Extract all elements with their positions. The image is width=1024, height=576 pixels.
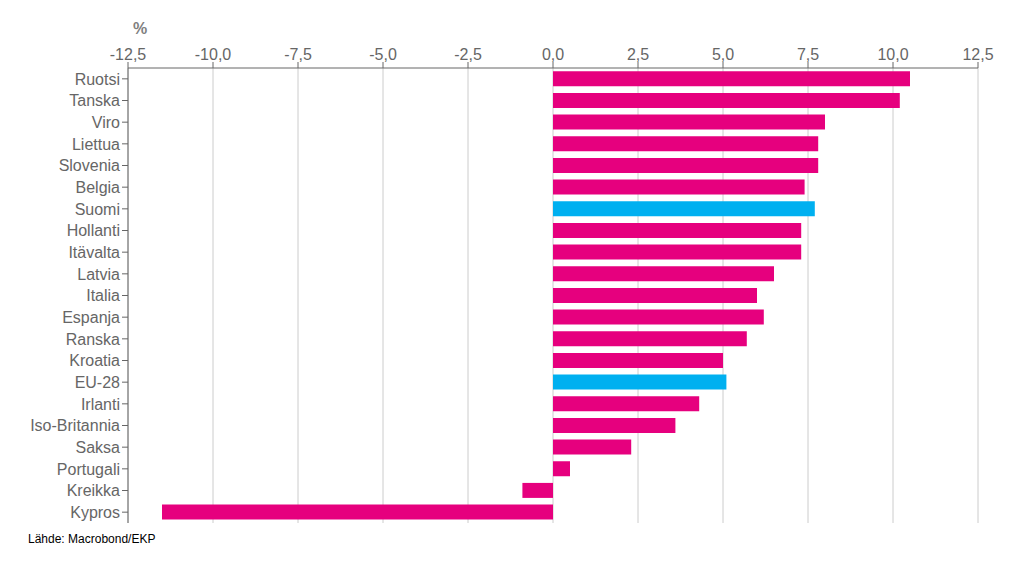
svg-text:Latvia: Latvia — [77, 266, 120, 283]
svg-text:Ruotsi: Ruotsi — [75, 71, 120, 88]
svg-text:Liettua: Liettua — [72, 136, 120, 153]
svg-text:Kypros: Kypros — [70, 504, 120, 521]
svg-text:Irlanti: Irlanti — [81, 396, 120, 413]
svg-text:2,5: 2,5 — [627, 46, 649, 63]
svg-text:-12,5: -12,5 — [110, 46, 147, 63]
svg-text:%: % — [133, 20, 147, 37]
svg-text:0,0: 0,0 — [542, 46, 564, 63]
svg-text:Hollanti: Hollanti — [67, 222, 120, 239]
html-text:Lähde: Macrobond/EKP: Lähde: Macrobond/EKP — [28, 532, 156, 546]
svg-text:Ranska: Ranska — [66, 331, 120, 348]
svg-text:Itävalta: Itävalta — [68, 244, 120, 261]
svg-text:5,0: 5,0 — [712, 46, 734, 63]
svg-text:Belgia: Belgia — [76, 179, 121, 196]
svg-text:Slovenia: Slovenia — [59, 157, 120, 174]
svg-text:Iso-Britannia: Iso-Britannia — [30, 417, 120, 434]
svg-text:-10,0: -10,0 — [195, 46, 232, 63]
svg-text:7,5: 7,5 — [797, 46, 819, 63]
svg-text:Kreikka: Kreikka — [67, 482, 120, 499]
svg-text:Saksa: Saksa — [76, 439, 121, 456]
svg-text:10,0: 10,0 — [877, 46, 908, 63]
svg-text:12,5: 12,5 — [962, 46, 993, 63]
svg-text:Viro: Viro — [92, 114, 120, 131]
svg-text:-2,5: -2,5 — [454, 46, 482, 63]
svg-text:Italia: Italia — [86, 287, 120, 304]
svg-text:-7,5: -7,5 — [284, 46, 312, 63]
svg-text:Tanska: Tanska — [69, 92, 120, 109]
svg-text:Portugali: Portugali — [57, 461, 120, 478]
svg-text:Espanja: Espanja — [62, 309, 120, 326]
svg-text:EU-28: EU-28 — [75, 374, 120, 391]
svg-text:Suomi: Suomi — [75, 201, 120, 218]
svg-text:-5,0: -5,0 — [369, 46, 397, 63]
svg-text:Kroatia: Kroatia — [69, 352, 120, 369]
